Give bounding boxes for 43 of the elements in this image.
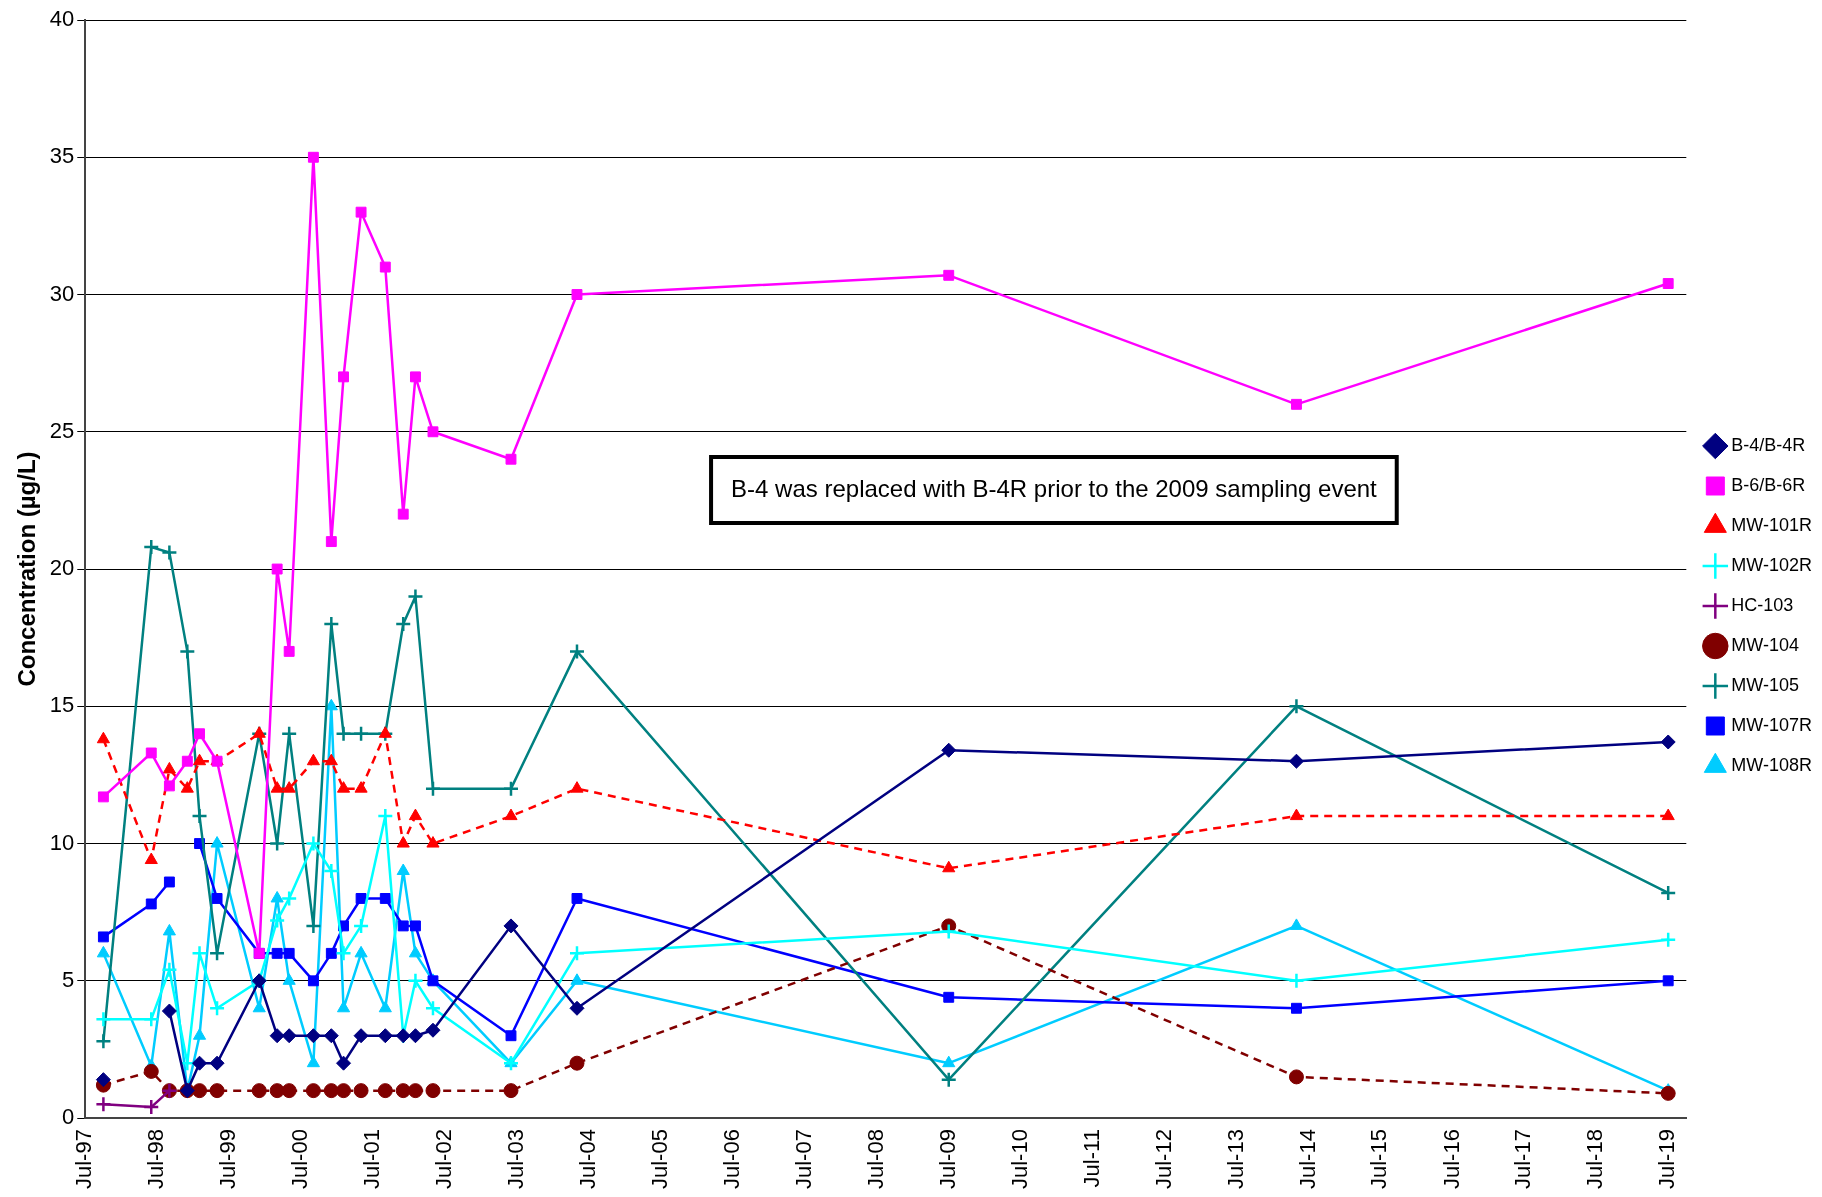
x-tick-label: Jul-12 <box>1150 1129 1176 1189</box>
legend-label: MW-107R <box>1731 714 1812 735</box>
legend-label: B-4/B-4R <box>1731 434 1806 455</box>
y-tick-label: 25 <box>49 417 75 443</box>
x-tick-label: Jul-09 <box>934 1129 960 1189</box>
x-tick-label: Jul-00 <box>287 1129 313 1189</box>
y-tick-label: 10 <box>49 829 75 855</box>
x-tick-label: Jul-08 <box>862 1129 888 1189</box>
x-tick-label: Jul-15 <box>1366 1129 1392 1189</box>
legend-label: MW-101R <box>1731 514 1812 535</box>
y-tick-label: 5 <box>62 966 75 992</box>
y-tick-label: 0 <box>62 1104 75 1130</box>
x-tick-label: Jul-98 <box>143 1129 169 1189</box>
y-tick-label: 40 <box>49 6 75 32</box>
y-tick-label: 35 <box>49 143 75 169</box>
x-tick-label: Jul-03 <box>502 1129 528 1189</box>
y-tick-label: 30 <box>49 280 75 306</box>
x-tick-label: Jul-17 <box>1510 1129 1536 1189</box>
x-tick-label: Jul-19 <box>1654 1129 1680 1189</box>
x-tick-label: Jul-06 <box>718 1129 744 1189</box>
y-axis-title: Concentration (µg/L) <box>13 451 41 687</box>
x-tick-label: Jul-13 <box>1222 1129 1248 1189</box>
annotation: B-4 was replaced with B-4R prior to the 2009 sampling event <box>731 474 1378 502</box>
x-tick-label: Jul-16 <box>1438 1129 1464 1189</box>
legend-label: B-6/B-6R <box>1731 474 1806 495</box>
legend-label: MW-102R <box>1731 554 1812 575</box>
x-tick-label: Jul-97 <box>71 1129 97 1189</box>
legend-label: MW-104 <box>1731 634 1799 655</box>
x-tick-label: Jul-10 <box>1006 1129 1032 1189</box>
x-tick-label: Jul-14 <box>1294 1129 1320 1189</box>
x-tick-label: Jul-02 <box>431 1129 457 1189</box>
x-tick-label: Jul-18 <box>1582 1129 1608 1189</box>
x-tick-label: Jul-07 <box>790 1129 816 1189</box>
x-tick-label: Jul-05 <box>646 1129 672 1189</box>
x-tick-label: Jul-01 <box>359 1129 385 1189</box>
legend-label: HC-103 <box>1731 594 1794 615</box>
x-tick-label: Jul-04 <box>575 1129 601 1189</box>
legend-label: MW-108R <box>1731 754 1812 775</box>
y-tick-label: 15 <box>49 692 75 718</box>
legend-label: MW-105 <box>1731 674 1799 695</box>
x-tick-label: Jul-99 <box>215 1129 241 1189</box>
x-tick-label: Jul-11 <box>1078 1129 1104 1188</box>
y-tick-label: 20 <box>49 555 75 581</box>
